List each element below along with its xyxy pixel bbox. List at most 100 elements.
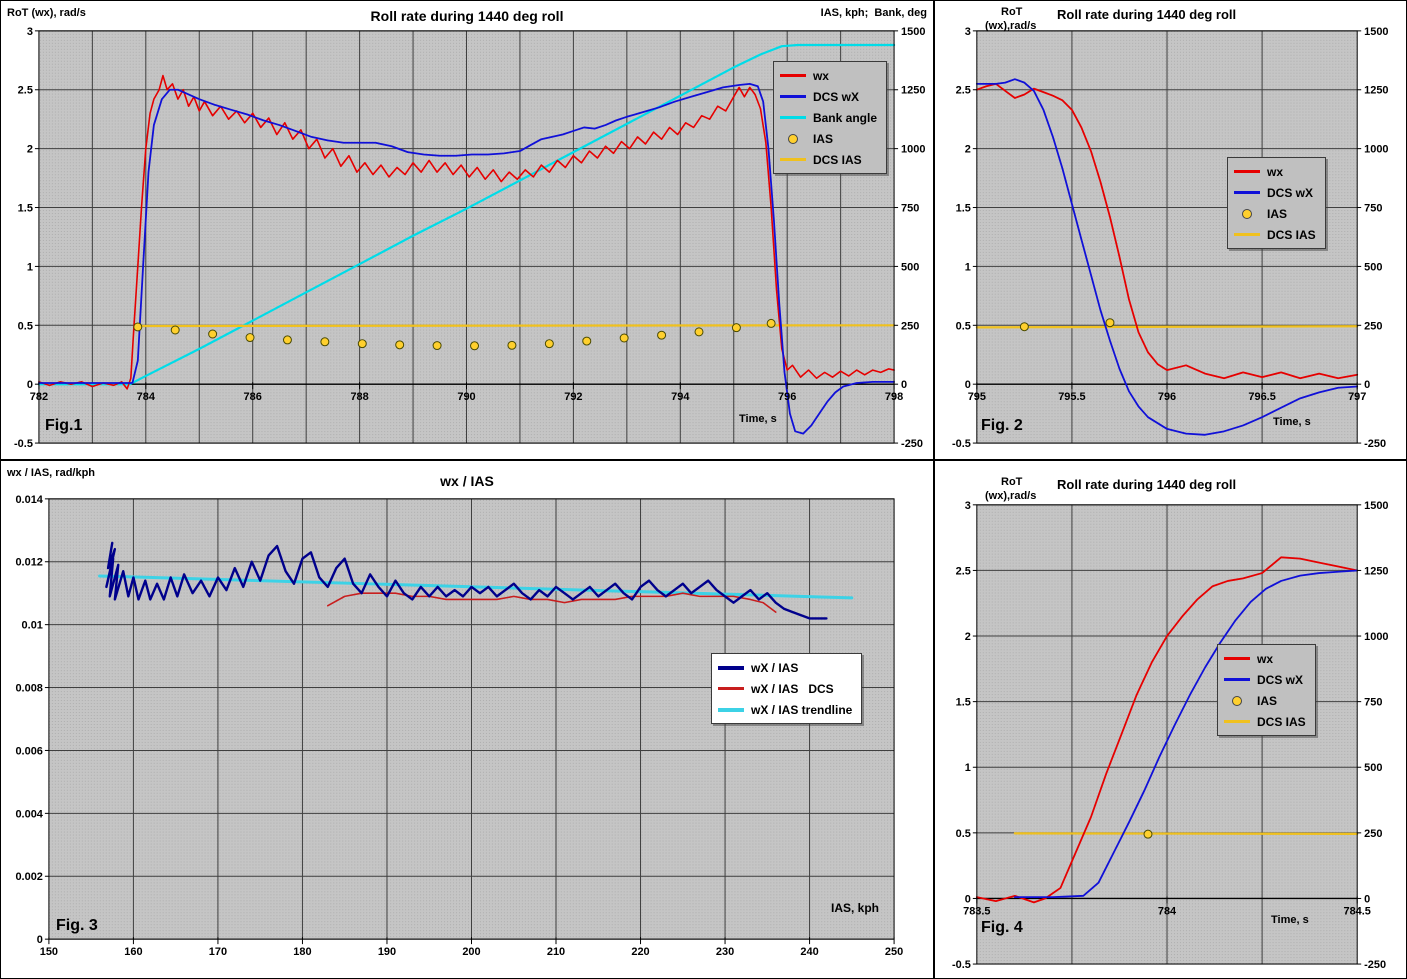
- tick-label: 230: [716, 946, 734, 958]
- tick-label: 797: [1348, 391, 1366, 403]
- tick-label: 1.5: [956, 697, 971, 709]
- fig2-chart-canvas: -0.5 0 0.5 1 1.5 2 2.5 3 -250 0 250 500 750 1000 1250 1…: [952, 26, 1389, 450]
- legend-marker-line-icon: [1224, 720, 1250, 723]
- legend-label: wx: [1257, 651, 1274, 666]
- series-dcs-wx: [38, 82, 895, 435]
- fig4-legend: wx DCS wX IAS DCS IAS: [1217, 644, 1316, 736]
- tick-label: 1500: [1364, 26, 1388, 38]
- legend-label: DCS IAS: [1257, 714, 1306, 729]
- tick-label: 250: [1364, 320, 1382, 332]
- marker-ias: [657, 330, 667, 340]
- marker-ias: [170, 325, 180, 335]
- marker-ias: [766, 318, 776, 328]
- tick-label: 2: [965, 631, 971, 643]
- legend-item: DCS IAS: [779, 149, 877, 170]
- legend-marker-line-icon: [779, 158, 806, 161]
- tick-label: 792: [564, 391, 582, 403]
- legend-item: DCS wX: [779, 86, 877, 107]
- legend-label: Bank angle: [812, 110, 877, 125]
- legend-label: DCS wX: [1267, 185, 1314, 200]
- legend-item: Bank angle: [779, 107, 877, 128]
- series-wx-ias: [105, 541, 828, 620]
- legend-label: wX / IAS DCS: [751, 681, 834, 696]
- tick-label: 795.5: [1058, 391, 1085, 403]
- fig2-left-axis-label-line1: RoT: [1001, 6, 1023, 18]
- legend-item: DCS IAS: [1234, 224, 1316, 245]
- marker-ias: [470, 341, 480, 351]
- tick-label: 782: [30, 391, 48, 403]
- fig2-left-axis-label-line2: (wx),rad/s: [985, 20, 1037, 32]
- marker-ias: [731, 323, 741, 333]
- tick-label: 220: [631, 946, 649, 958]
- fig4-title: Roll rate during 1440 deg roll: [1057, 477, 1237, 492]
- legend-item: wx: [779, 65, 877, 86]
- figure-3-panel: 0 0.002 0.004 0.006 0.008 0.01 0.012 0.014 150 16…: [0, 460, 934, 979]
- legend-item: DCS wX: [1234, 182, 1316, 203]
- legend-marker-line-icon: [1234, 170, 1260, 173]
- fig2-x-axis-label: Time, s: [1273, 416, 1311, 428]
- tick-label: 0.014: [15, 494, 43, 506]
- tick-label: 2: [27, 144, 33, 156]
- series-wx: [975, 556, 1359, 904]
- marker-ias: [208, 329, 218, 339]
- marker-ias: [1143, 829, 1153, 839]
- legend-marker-line-icon: [1224, 657, 1250, 660]
- legend-label: DCS IAS: [812, 152, 862, 167]
- marker-ias: [320, 337, 330, 347]
- legend-marker-dot-icon: [1224, 694, 1250, 708]
- legend-label: DCS wX: [812, 89, 859, 104]
- tick-label: 250: [901, 320, 919, 332]
- legend-item: wx: [1234, 161, 1316, 182]
- marker-ias: [357, 339, 367, 349]
- series-bank-angle: [37, 43, 896, 386]
- tick-label: 1.5: [956, 203, 971, 215]
- tick-label: 500: [1364, 762, 1382, 774]
- tick-label: 1250: [1364, 565, 1388, 577]
- tick-label: 170: [209, 946, 227, 958]
- tick-label: -0.5: [14, 438, 33, 450]
- tick-label: 1000: [1364, 631, 1388, 643]
- fig4-left-axis-label-line1: RoT: [1001, 476, 1023, 488]
- tick-label: -0.5: [952, 959, 971, 971]
- tick-label: 3: [965, 500, 971, 512]
- tick-label: 783.5: [963, 905, 990, 917]
- tick-label: 2.5: [956, 565, 971, 577]
- tick-label: 0.01: [22, 620, 43, 632]
- tick-label: 3: [965, 26, 971, 38]
- tick-label: 0: [37, 934, 43, 946]
- tick-label: 0.5: [18, 320, 33, 332]
- tick-label: -250: [901, 438, 923, 450]
- tick-label: 1.5: [18, 203, 33, 215]
- tick-label: 788: [350, 391, 368, 403]
- legend-label: wX / IAS: [751, 660, 799, 675]
- marker-ias: [245, 333, 255, 343]
- fig1-figure-label: Fig.1: [45, 417, 83, 434]
- tick-label: 784.5: [1344, 905, 1371, 917]
- tick-label: 250: [1364, 828, 1382, 840]
- marker-ias: [694, 327, 704, 337]
- tick-label: 0: [965, 893, 971, 905]
- legend-marker-line-icon: [718, 687, 744, 690]
- legend-item: IAS: [1224, 690, 1306, 711]
- fig3-legend: wX / IAS wX / IAS DCS wX / IAS trendline: [711, 653, 863, 724]
- tick-label: 798: [885, 391, 903, 403]
- legend-marker-line-icon: [718, 707, 744, 712]
- fig1-legend: wx DCS wX Bank angle IAS DCS IAS: [772, 61, 887, 174]
- tick-label: 210: [547, 946, 565, 958]
- series-wx: [975, 82, 1359, 380]
- tick-label: 180: [293, 946, 311, 958]
- tick-label: -250: [1364, 438, 1386, 450]
- fig3-figure-label: Fig. 3: [56, 917, 98, 934]
- legend-marker-line-icon: [718, 665, 744, 670]
- tick-label: 784: [1158, 905, 1177, 917]
- tick-label: 1000: [1364, 144, 1388, 156]
- fig3-title: wx / IAS: [440, 473, 494, 489]
- legend-marker-line-icon: [1234, 191, 1260, 194]
- marker-ias: [544, 339, 554, 349]
- series-dcs-wx: [975, 78, 1359, 436]
- tick-label: 0.5: [956, 320, 971, 332]
- tick-label: 0.5: [956, 828, 971, 840]
- legend-label: wx: [1267, 164, 1284, 179]
- fig1-chart-canvas: -0.5 0 0.5 1 1.5 2 2.5 3 -250 0 250 500 750 1000 1250 1…: [14, 26, 925, 450]
